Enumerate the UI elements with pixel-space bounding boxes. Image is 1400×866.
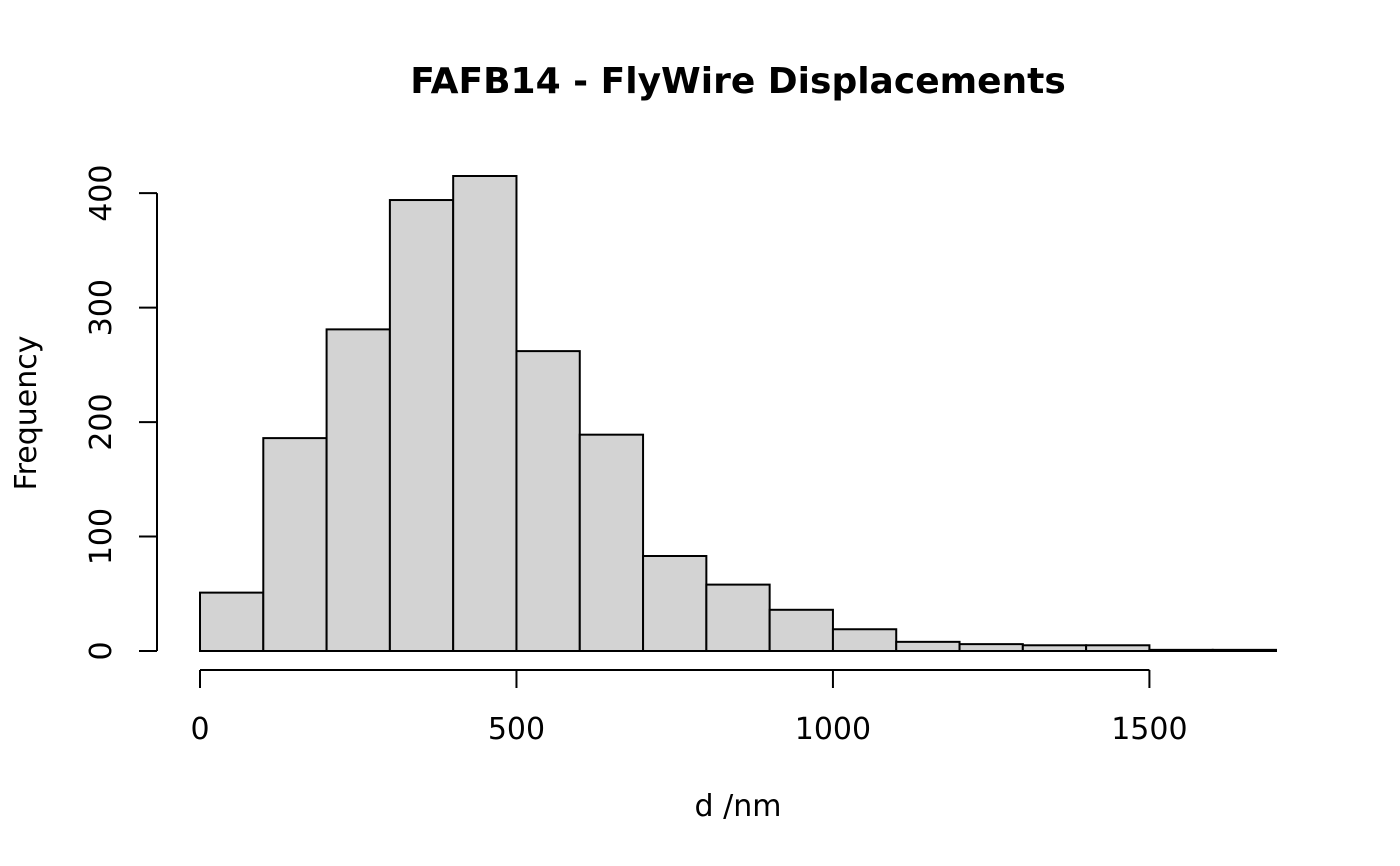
y-tick-label: 200 [84,393,119,450]
y-tick-label: 400 [84,165,119,222]
histogram-bar [768,608,834,652]
x-tick-label: 0 [190,712,209,747]
histogram-bar [388,199,455,653]
histogram-bar [515,350,581,652]
x-axis-ticks: 0 500 1000 1500 [190,670,1188,747]
y-tick-label: 0 [84,641,119,660]
histogram-bar [1148,648,1214,652]
histogram-bar [1021,644,1088,652]
histogram-bar [199,591,265,653]
histogram-bar [452,175,518,652]
histogram-bar [1085,644,1151,652]
histogram-bar [895,640,961,653]
histogram-bars [199,175,1278,653]
histogram-bar [262,437,328,652]
chart-title: FAFB14 - FlyWire Displacements [410,61,1066,102]
y-tick-label: 100 [84,508,119,565]
histogram-bar [325,328,391,652]
histogram-bar [1211,648,1278,652]
y-axis-label: Frequency [9,336,44,491]
histogram-bar [578,433,645,653]
histogram-bar [705,583,771,652]
x-tick-label: 1000 [795,712,871,747]
y-tick-label: 300 [84,279,119,336]
x-tick-label: 500 [488,712,545,747]
y-axis-ticks: 0 100 200 300 400 [84,165,157,661]
histogram-bar [958,643,1024,652]
histogram-bar [642,555,708,652]
x-axis-label: d /nm [695,789,782,824]
histogram-bar [831,628,898,652]
x-tick-label: 1500 [1111,712,1187,747]
